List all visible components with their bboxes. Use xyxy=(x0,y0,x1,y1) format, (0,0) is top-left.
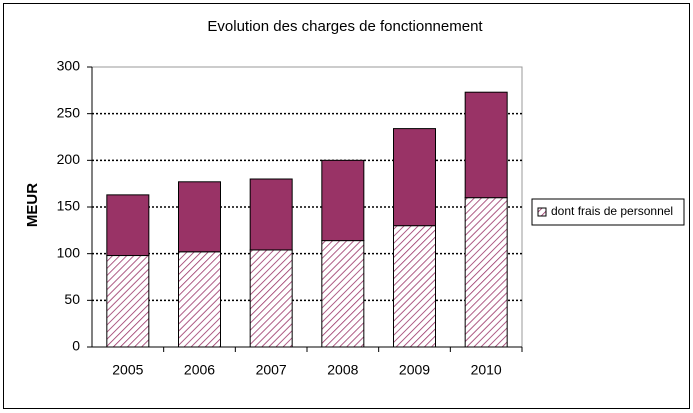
y-tick-label: 100 xyxy=(57,244,81,260)
bar-segment xyxy=(321,240,365,348)
y-tick-label: 50 xyxy=(64,291,80,307)
x-tick-label: 2009 xyxy=(399,362,430,378)
legend-label: dont frais de personnel xyxy=(551,204,673,218)
legend-box xyxy=(531,198,685,226)
x-tick-label: 2005 xyxy=(112,362,143,378)
y-tick-label: 200 xyxy=(57,151,81,167)
legend-swatch xyxy=(537,207,547,217)
x-tick-label: 2006 xyxy=(184,362,215,378)
x-tick-label: 2010 xyxy=(471,362,502,378)
y-tick-label: 0 xyxy=(72,338,80,354)
y-axis-title: MEUR xyxy=(24,183,41,227)
bar-segment xyxy=(393,128,436,227)
bar-segment xyxy=(393,225,436,348)
bar-segment xyxy=(106,194,150,257)
bar-segment xyxy=(106,255,150,348)
y-tick-label: 300 xyxy=(57,58,81,74)
bar-segment xyxy=(464,91,508,199)
x-tick-label: 2008 xyxy=(327,362,358,378)
bar-segment xyxy=(321,159,365,242)
x-tick-label: 2007 xyxy=(256,362,287,378)
chart-title: Evolution des charges de fonctionnement xyxy=(207,18,483,35)
bar-segment xyxy=(178,181,221,253)
y-tick-label: 250 xyxy=(57,104,81,120)
bar-segment xyxy=(249,249,293,348)
plot-area xyxy=(91,66,523,348)
bar-segment xyxy=(464,197,508,348)
bar-segment xyxy=(249,178,293,251)
y-tick-label: 150 xyxy=(57,198,81,214)
bar-segment xyxy=(178,251,221,348)
